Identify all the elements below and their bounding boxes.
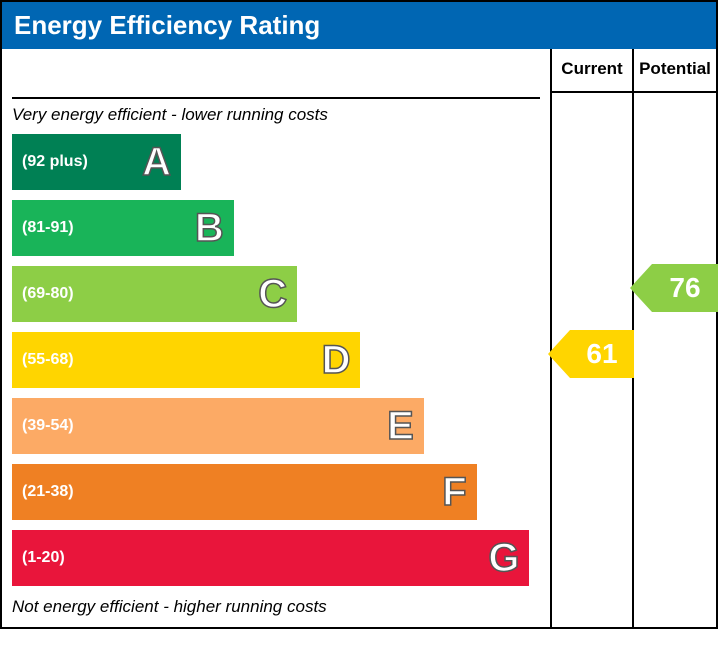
band-bar-d: (55-68) D bbox=[12, 332, 360, 388]
band-letter: F bbox=[442, 470, 466, 515]
arrow-shape: 61 bbox=[548, 330, 632, 378]
arrow-head-icon bbox=[548, 330, 570, 378]
band-letter: B bbox=[195, 206, 224, 251]
chart-body: Very energy efficient - lower running co… bbox=[2, 49, 716, 627]
band-bar-e: (39-54) E bbox=[12, 398, 424, 454]
potential-rating-value: 76 bbox=[652, 264, 718, 312]
band-range-label: (39-54) bbox=[12, 417, 74, 435]
band-letter: E bbox=[387, 404, 414, 449]
band-bar-g: (1-20) G bbox=[12, 530, 529, 586]
epc-chart: Energy Efficiency Rating Very energy eff… bbox=[0, 0, 718, 629]
arrow-head-icon bbox=[630, 264, 652, 312]
arrow-shape: 76 bbox=[630, 264, 716, 312]
band-bar-b: (81-91) B bbox=[12, 200, 234, 256]
band-range-label: (81-91) bbox=[12, 219, 74, 237]
band-bar-a: (92 plus) A bbox=[12, 134, 181, 190]
potential-marker-slot: 76 bbox=[634, 93, 716, 671]
bands-column: Very energy efficient - lower running co… bbox=[2, 49, 552, 627]
band-row-d: (55-68) D bbox=[12, 327, 540, 393]
caption-bottom: Not energy efficient - higher running co… bbox=[12, 591, 540, 621]
band-row-g: (1-20) G bbox=[12, 525, 540, 591]
band-row-e: (39-54) E bbox=[12, 393, 540, 459]
band-letter: G bbox=[488, 536, 519, 581]
band-bar-c: (69-80) C bbox=[12, 266, 297, 322]
potential-rating-arrow: 76 bbox=[630, 264, 716, 312]
current-rating-arrow: 61 bbox=[548, 330, 632, 378]
band-letter: D bbox=[322, 338, 351, 383]
bands-header-spacer bbox=[12, 55, 540, 99]
band-letter: A bbox=[142, 140, 171, 185]
band-row-f: (21-38) F bbox=[12, 459, 540, 525]
current-rating-value: 61 bbox=[570, 330, 634, 378]
potential-column: Potential 76 bbox=[634, 49, 716, 627]
band-range-label: (1-20) bbox=[12, 549, 65, 567]
band-range-label: (21-38) bbox=[12, 483, 74, 501]
chart-title: Energy Efficiency Rating bbox=[2, 2, 716, 49]
band-row-c: (69-80) C bbox=[12, 261, 540, 327]
caption-top: Very energy efficient - lower running co… bbox=[12, 99, 540, 129]
band-range-label: (92 plus) bbox=[12, 153, 88, 171]
current-header: Current bbox=[552, 49, 632, 93]
current-marker-slot: 61 bbox=[552, 93, 632, 671]
band-range-label: (55-68) bbox=[12, 351, 74, 369]
band-row-b: (81-91) B bbox=[12, 195, 540, 261]
band-range-label: (69-80) bbox=[12, 285, 74, 303]
current-column: Current 61 bbox=[552, 49, 634, 627]
band-bar-f: (21-38) F bbox=[12, 464, 477, 520]
band-row-a: (92 plus) A bbox=[12, 129, 540, 195]
bands-list: (92 plus) A (81-91) B (69-80) C (55-68) D (39-54… bbox=[12, 129, 540, 591]
potential-header: Potential bbox=[634, 49, 716, 93]
band-letter: C bbox=[258, 272, 287, 317]
